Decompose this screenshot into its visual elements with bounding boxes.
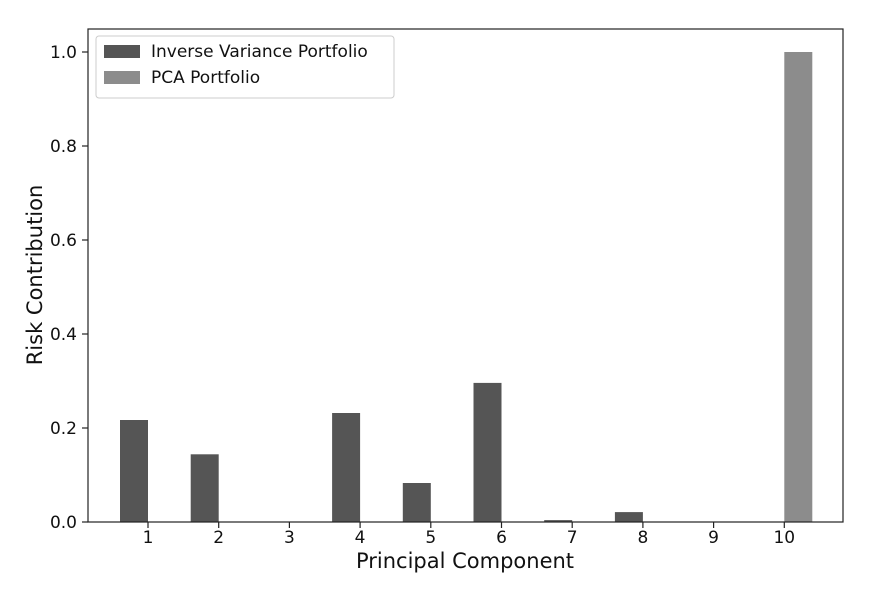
x-tick-label: 8 xyxy=(637,528,648,548)
y-tick-label: 0.4 xyxy=(50,325,77,345)
x-tick-label: 2 xyxy=(213,528,224,548)
x-tick-label: 9 xyxy=(708,528,719,548)
y-axis: 0.0 0.2 0.4 0.6 0.8 1.0 xyxy=(50,43,88,533)
bar-inverse-variance-7 xyxy=(544,520,573,522)
legend-label-pca: PCA Portfolio xyxy=(151,68,260,88)
plot-frame xyxy=(87,28,844,523)
y-axis-label: Risk Contribution xyxy=(23,185,47,366)
x-tick-label: 7 xyxy=(567,528,578,548)
legend-swatch-inverse-variance xyxy=(104,45,140,58)
x-axis-label: Principal Component xyxy=(356,549,574,573)
bar-inverse-variance-1 xyxy=(120,420,148,522)
x-tick-label: 3 xyxy=(284,528,295,548)
x-tick-label: 1 xyxy=(143,528,154,548)
bar-inverse-variance-8 xyxy=(614,512,643,522)
y-tick-label: 1.0 xyxy=(50,43,77,63)
plot-background xyxy=(88,29,843,522)
x-tick-label: 6 xyxy=(496,528,507,548)
y-tick-label: 0.0 xyxy=(50,513,77,533)
y-tick-label: 0.2 xyxy=(50,419,77,439)
y-tick-label: 0.8 xyxy=(50,137,77,157)
legend-box xyxy=(95,35,395,99)
bar-inverse-variance-6 xyxy=(473,382,502,522)
x-tick-label: 10 xyxy=(773,528,795,548)
x-tick-label: 4 xyxy=(355,528,366,548)
y-tick-label: 0.6 xyxy=(50,231,77,251)
x-tick-label: 5 xyxy=(425,528,436,548)
bars-layer xyxy=(120,52,813,522)
bar-inverse-variance-5 xyxy=(402,483,431,522)
bar-inverse-variance-4 xyxy=(332,413,361,522)
legend: Inverse Variance Portfolio PCA Portfolio xyxy=(95,35,395,99)
bar-pca-10 xyxy=(784,52,813,522)
legend-swatch-pca xyxy=(104,71,140,84)
bar-inverse-variance-2 xyxy=(190,454,219,522)
x-axis: 1 2 3 4 5 6 7 8 9 10 xyxy=(143,522,795,548)
legend-label-inverse-variance: Inverse Variance Portfolio xyxy=(151,42,368,62)
